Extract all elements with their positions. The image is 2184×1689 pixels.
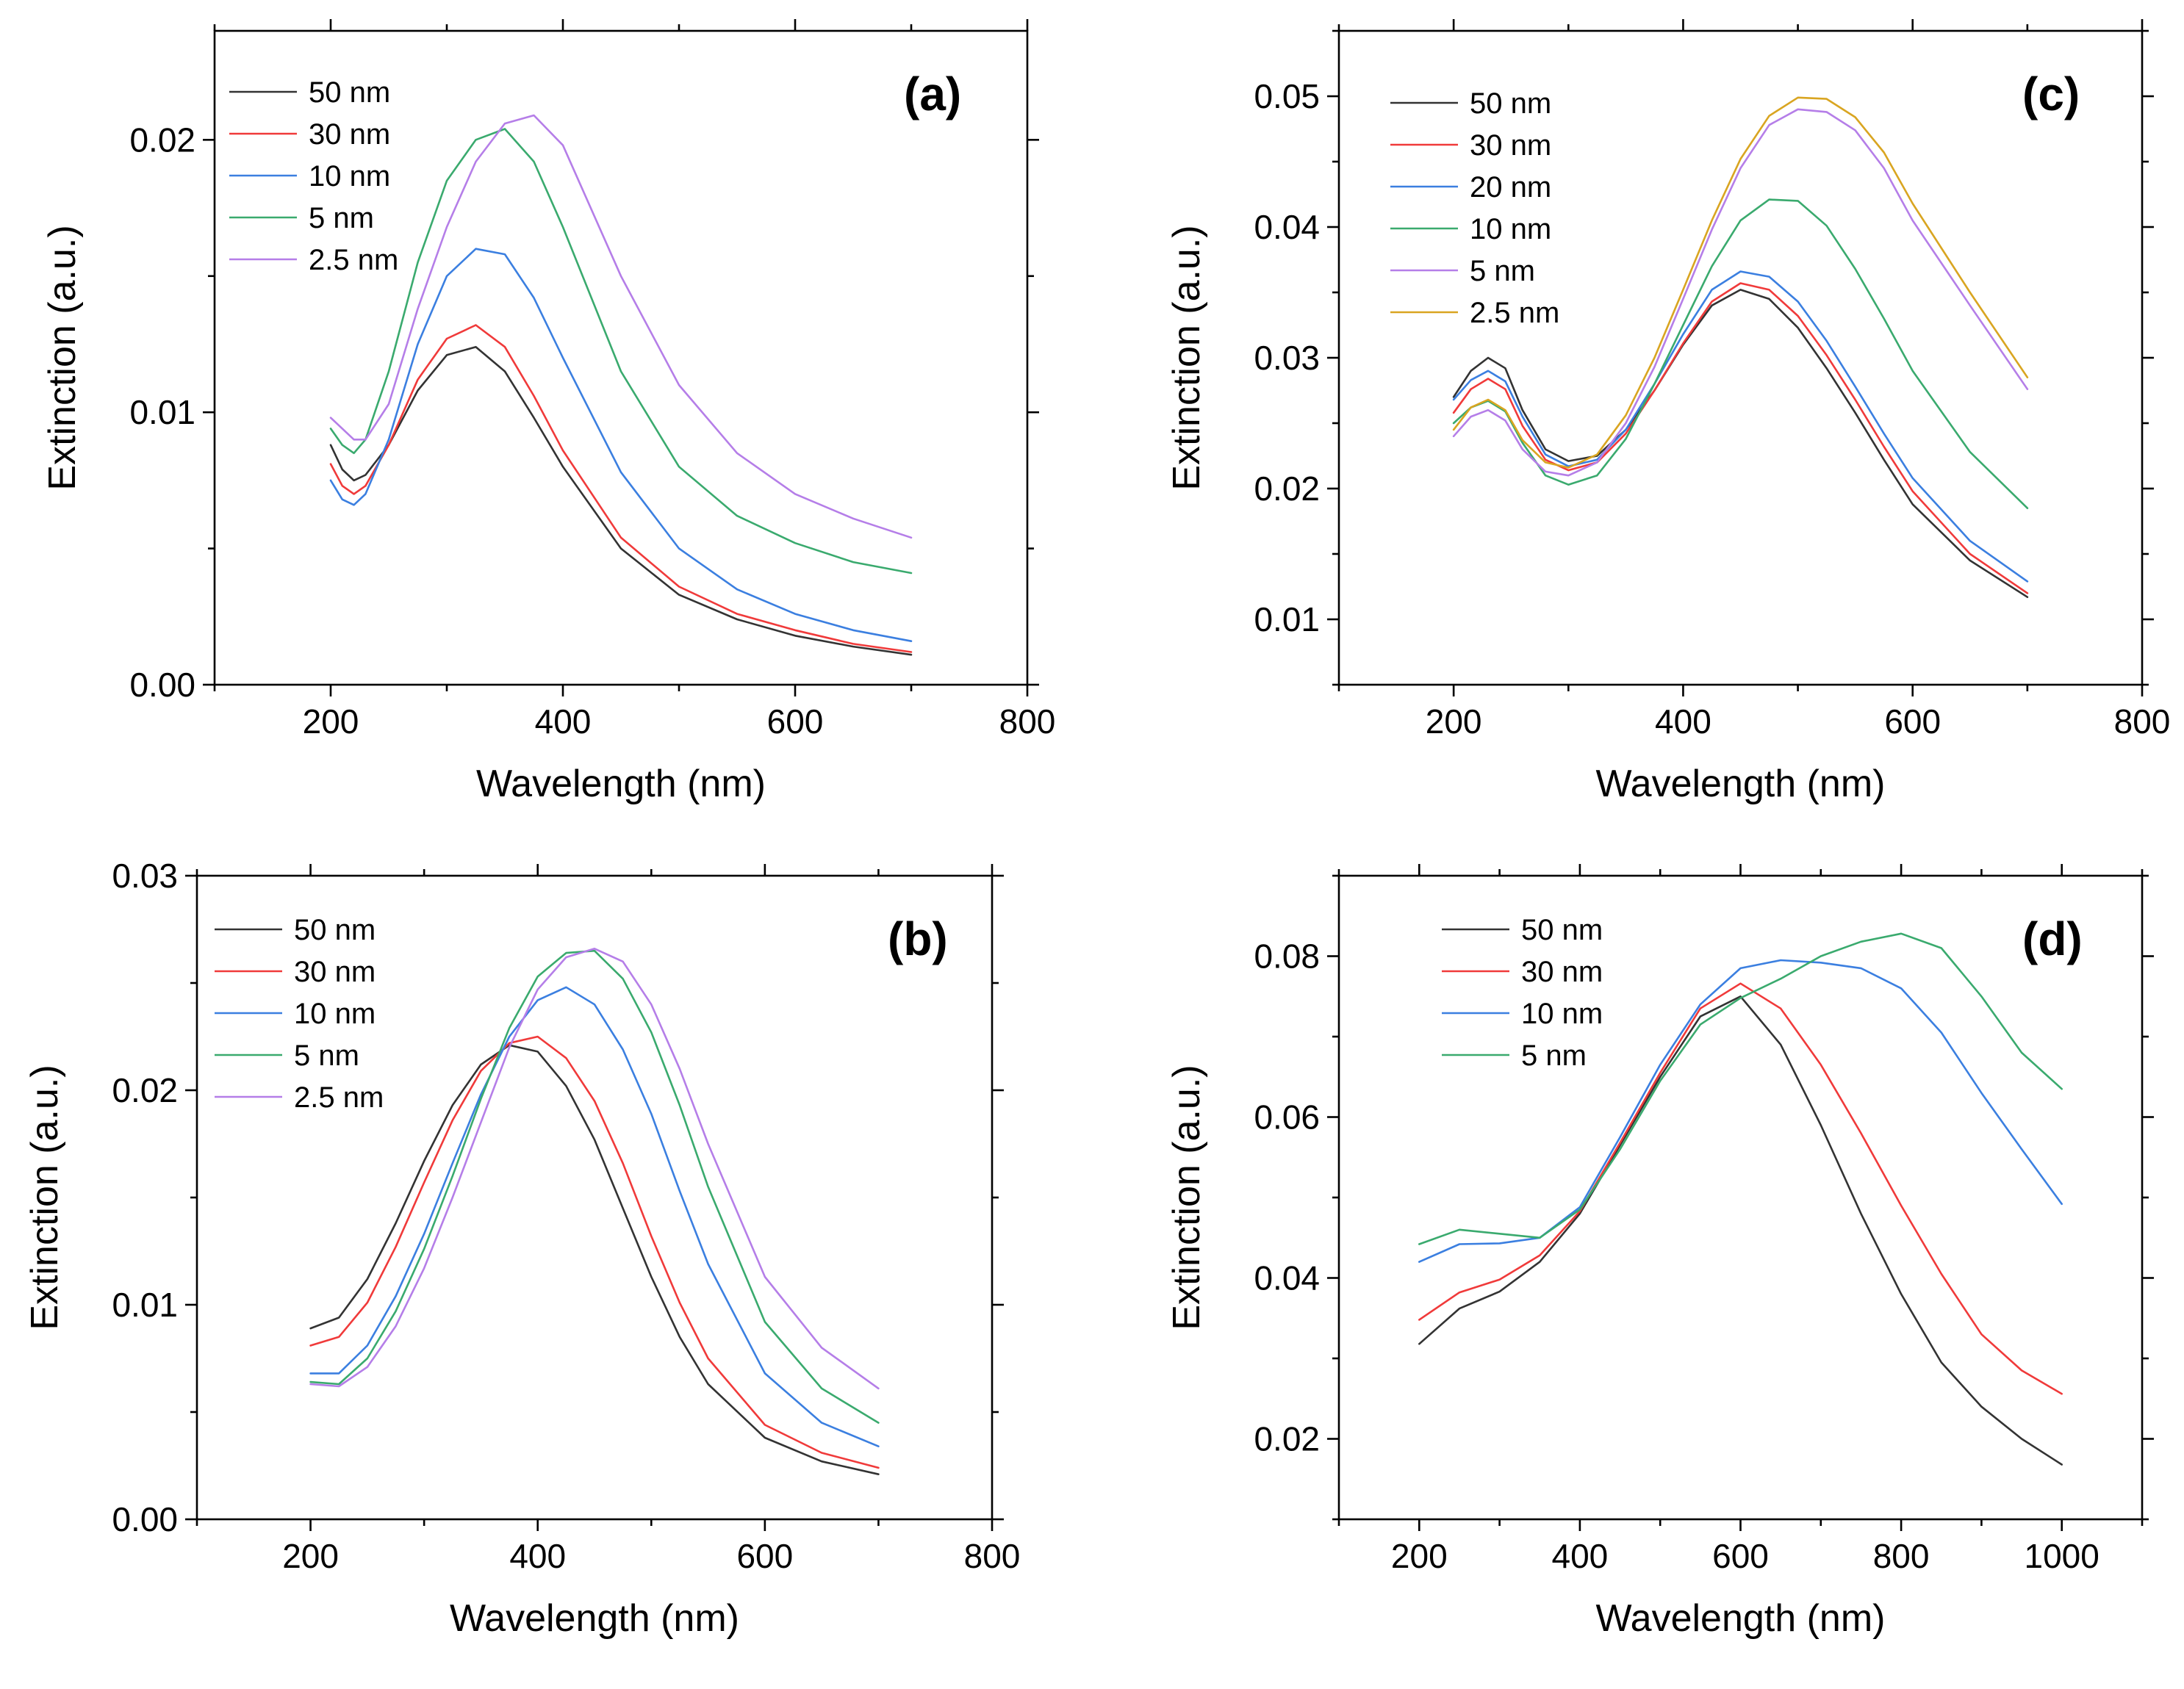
chart-panel-b: 200 400 600 800 0.00 0.01 0.02 0.03 Wavelength (…	[24, 857, 1020, 1640]
series-line-2.5-nm	[1452, 96, 2029, 469]
plot-frame	[213, 29, 1029, 686]
x-tick-label: 1000	[2025, 1537, 2099, 1575]
y-tick-label: 0.08	[1254, 937, 1320, 976]
x-tick-label: 800	[1873, 1537, 1930, 1575]
y-tick-label: 0.01	[112, 1286, 178, 1324]
series-line-5-nm	[1418, 932, 2063, 1245]
y-axis-title: Extinction (a.u.)	[24, 1065, 66, 1330]
series-line-20-nm	[1452, 270, 2029, 583]
x-tick-label: 200	[282, 1537, 339, 1575]
series-line-30-nm	[329, 324, 913, 653]
legend-label: 30 nm	[1470, 129, 1551, 162]
x-tick-label: 400	[535, 702, 592, 741]
y-tick-label: 0.02	[112, 1071, 178, 1109]
series-line-30-nm	[309, 1035, 880, 1469]
x-tick-label: 600	[767, 702, 824, 741]
series-line-5-nm	[329, 128, 913, 575]
y-tick-label: 0.02	[129, 120, 195, 159]
series-line-50-nm	[1418, 995, 2063, 1466]
legend-label: 2.5 nm	[309, 244, 398, 276]
legend-label: 10 nm	[309, 160, 390, 192]
legend-label: 5 nm	[294, 1040, 359, 1072]
y-tick-label: 0.04	[1254, 1259, 1320, 1297]
legend-label: 50 nm	[1470, 87, 1551, 120]
x-axis-title: Wavelength (nm)	[1596, 1597, 1886, 1640]
x-axis-title: Wavelength (nm)	[1596, 763, 1886, 805]
x-tick-label: 800	[999, 702, 1056, 741]
y-tick-label: 0.00	[129, 666, 195, 704]
x-axis-title: Wavelength (nm)	[476, 763, 766, 805]
panel-label: (b)	[888, 912, 948, 965]
x-tick-label: 200	[303, 702, 359, 741]
legend-label: 50 nm	[1521, 914, 1603, 946]
x-tick-label: 800	[964, 1537, 1021, 1575]
panel-label: (a)	[904, 68, 961, 120]
series-line-10-nm	[1452, 198, 2029, 510]
plot-frame	[1337, 29, 2144, 686]
series-line-5-nm	[309, 949, 880, 1424]
y-tick-label: 0.00	[112, 1500, 178, 1538]
series-line-50-nm	[329, 345, 913, 656]
y-axis-title: Extinction (a.u.)	[1165, 1065, 1208, 1330]
x-tick-label: 200	[1426, 702, 1482, 741]
legend-label: 10 nm	[1470, 213, 1551, 245]
legend-label: 30 nm	[309, 118, 390, 151]
chart-panel-a: 200 400 600 800 0.00 0.01 0.02 Wavelength (nm) E…	[41, 19, 1055, 805]
legend-label: 30 nm	[294, 956, 376, 988]
legend-label: 10 nm	[1521, 998, 1603, 1030]
legend-label: 50 nm	[309, 76, 390, 109]
x-tick-label: 600	[1712, 1537, 1769, 1575]
series-line-30-nm	[1452, 282, 2029, 594]
chart-panel-d: 200 400 600 800 1000 0.02 0.04 0.06 0.08 Waveleng…	[1165, 864, 2154, 1640]
series-line-30-nm	[1418, 982, 2063, 1395]
series-line-2.5-nm	[329, 114, 913, 539]
y-tick-label: 0.03	[1254, 339, 1320, 377]
y-tick-label: 0.03	[112, 857, 178, 895]
y-tick-label: 0.04	[1254, 208, 1320, 246]
legend-label: 2.5 nm	[294, 1081, 384, 1114]
series-line-10-nm	[1418, 959, 2063, 1263]
y-tick-label: 0.02	[1254, 1420, 1320, 1458]
y-tick-label: 0.06	[1254, 1098, 1320, 1137]
legend-label: 5 nm	[309, 202, 374, 234]
x-tick-label: 400	[509, 1537, 566, 1575]
y-tick-label: 0.01	[129, 393, 195, 431]
series-line-10-nm	[309, 986, 880, 1447]
y-tick-label: 0.05	[1254, 77, 1320, 115]
x-axis-title: Wavelength (nm)	[450, 1597, 739, 1640]
x-tick-label: 400	[1655, 702, 1711, 741]
x-tick-label: 600	[736, 1537, 793, 1575]
chart-panel-c: 200 400 600 800 0.01 0.02 0.03 0.04 0.05 Waveleng…	[1165, 19, 2170, 805]
series-line-5-nm	[1452, 108, 2029, 477]
legend-label: 30 nm	[1521, 956, 1603, 988]
legend-label: 10 nm	[294, 998, 376, 1030]
legend-label: 50 nm	[294, 914, 376, 946]
x-tick-label: 800	[2114, 702, 2171, 741]
y-tick-label: 0.02	[1254, 469, 1320, 508]
x-tick-label: 600	[1884, 702, 1941, 741]
y-tick-label: 0.01	[1254, 600, 1320, 638]
legend-label: 5 nm	[1470, 255, 1535, 287]
legend-label: 2.5 nm	[1470, 297, 1559, 329]
x-tick-label: 400	[1552, 1537, 1609, 1575]
panel-label: (d)	[2022, 912, 2083, 965]
legend-label: 20 nm	[1470, 171, 1551, 204]
legend-label: 5 nm	[1521, 1040, 1587, 1072]
series-line-2.5-nm	[309, 948, 880, 1390]
y-axis-title: Extinction (a.u.)	[41, 225, 84, 490]
series-line-10-nm	[329, 248, 913, 643]
y-axis-title: Extinction (a.u.)	[1165, 225, 1208, 490]
panel-label: (c)	[2022, 68, 2080, 120]
series-line-50-nm	[309, 1044, 880, 1475]
plot-frame	[1337, 874, 2144, 1521]
x-tick-label: 200	[1391, 1537, 1448, 1575]
